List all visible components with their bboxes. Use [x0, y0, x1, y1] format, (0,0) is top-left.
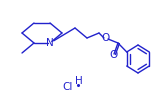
Text: O: O [110, 50, 118, 60]
Text: O: O [102, 33, 110, 43]
Text: H: H [75, 76, 83, 86]
Text: Cl: Cl [62, 82, 72, 92]
Text: N: N [46, 38, 54, 48]
